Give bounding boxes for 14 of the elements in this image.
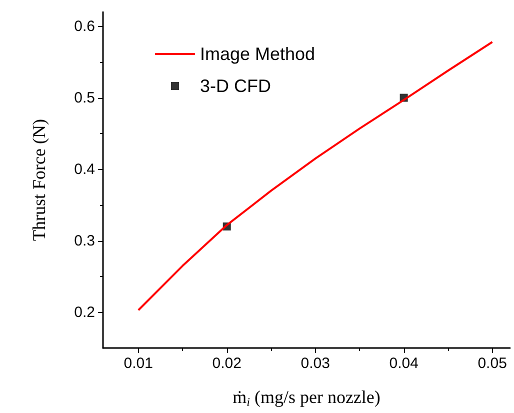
y-tick-label: 0.5 [74,89,95,106]
y-tick-label: 0.3 [74,232,95,250]
x-tick-label: 0.01 [124,355,153,372]
y-tick-label: 0.4 [74,160,95,178]
x-tick-label: 0.05 [478,355,507,372]
y-tick-label: 0.2 [74,304,95,321]
legend-label: Image Method [200,44,316,64]
legend-label: 3-D CFD [200,76,271,96]
x-tick-label: 0.04 [389,355,418,372]
x-tick-label: 0.02 [212,355,242,372]
y-tick-label: 0.6 [74,18,95,35]
y-axis-title: Thrust Force (N) [29,119,49,241]
x-tick-label: 0.03 [300,355,330,372]
line-series [137,41,494,312]
